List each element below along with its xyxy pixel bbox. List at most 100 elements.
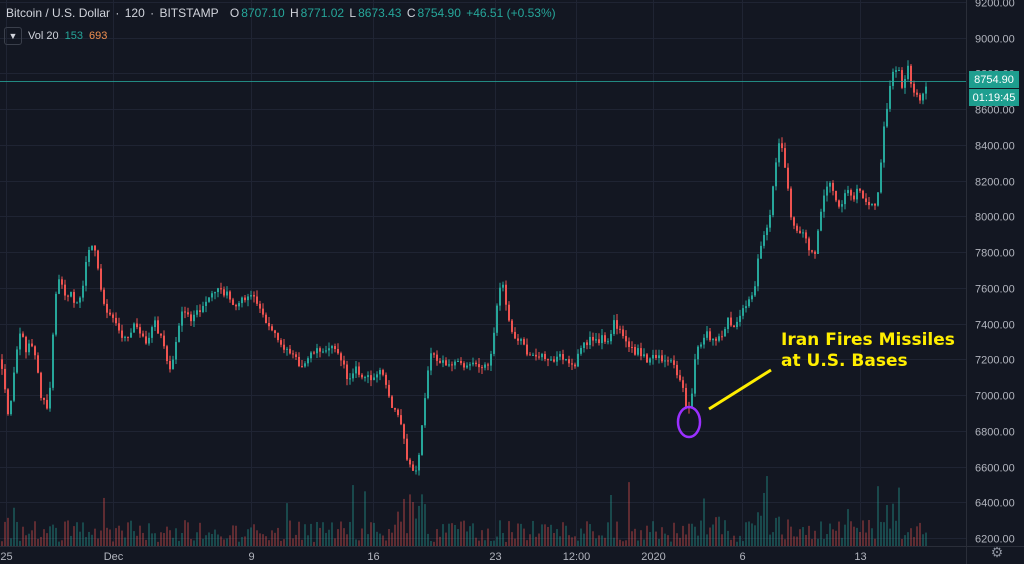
candle-body	[448, 364, 450, 366]
candle-body	[199, 310, 201, 313]
volume-bar	[556, 529, 558, 546]
candle-body	[541, 353, 543, 358]
volume-bar	[13, 507, 15, 546]
candle-body	[835, 190, 837, 201]
candle-body	[82, 285, 84, 298]
volume-bar	[565, 525, 567, 546]
candle-body	[892, 71, 894, 86]
candle-body	[28, 343, 30, 353]
candle-body	[484, 364, 486, 368]
candle-body	[259, 303, 261, 309]
candle-body	[301, 366, 303, 368]
volume-bar	[73, 526, 75, 546]
volume-bar	[7, 517, 9, 546]
x-tick-label: 9	[248, 551, 254, 563]
event-marker-circle	[676, 405, 702, 439]
candle-body	[703, 337, 705, 345]
volume-bar	[64, 521, 66, 546]
volume-bar	[295, 534, 297, 546]
volume-bar	[490, 540, 492, 546]
candle-body	[178, 325, 180, 342]
candle-body	[100, 268, 102, 290]
candle-body	[529, 354, 531, 356]
volume-bar	[292, 538, 294, 546]
candle-body	[592, 336, 594, 341]
volume-bar	[79, 531, 81, 546]
candle-body	[691, 393, 693, 409]
candle-body	[223, 289, 225, 296]
candle-body	[697, 346, 699, 360]
candle-body	[364, 377, 366, 379]
volume-bar	[148, 523, 150, 546]
volume-bar	[496, 536, 498, 546]
chevron-down-icon[interactable]: ▼	[4, 27, 22, 45]
x-tick-label: 2020	[641, 551, 665, 563]
volume-bar	[820, 521, 822, 546]
symbol-name[interactable]: Bitcoin / U.S. Dollar	[6, 6, 111, 20]
candle-body	[190, 314, 192, 322]
candle-body	[805, 232, 807, 239]
high-value: 8771.02	[300, 6, 345, 20]
volume-bar	[304, 524, 306, 546]
candle-body	[205, 301, 207, 306]
volume-bar	[250, 527, 252, 546]
candle-body	[916, 92, 918, 95]
candle-body	[787, 167, 789, 189]
volume-bar	[352, 485, 354, 546]
gear-icon[interactable]: ⚙	[990, 544, 1004, 560]
volume-bar	[601, 535, 603, 546]
candle-body	[517, 338, 519, 341]
candle-body	[175, 341, 177, 360]
volume-bar	[922, 534, 924, 546]
candle-body	[847, 190, 849, 194]
candle-body	[88, 249, 90, 262]
volume-bar	[484, 540, 486, 546]
volume-bar	[373, 522, 375, 546]
volume-bar	[358, 540, 360, 546]
candle-body	[853, 195, 855, 200]
candle-body	[571, 363, 573, 365]
volume-bar	[118, 525, 120, 546]
x-tick-label: 6	[739, 551, 745, 563]
candle-body	[10, 400, 12, 415]
volume-bar	[811, 539, 813, 546]
candle-body	[136, 323, 138, 328]
volume-bar	[868, 520, 870, 546]
low-value: 8673.43	[358, 6, 402, 20]
volume-bar	[664, 533, 666, 546]
candle-body	[31, 343, 33, 347]
candle-body	[769, 215, 771, 228]
candle-body	[802, 232, 804, 234]
candle-body	[625, 336, 627, 342]
volume-bar	[127, 522, 129, 546]
volume-label[interactable]: Vol 20	[28, 30, 59, 42]
candle-body	[412, 464, 414, 471]
volume-bar	[49, 526, 51, 546]
candle-body	[172, 359, 174, 370]
candle-body	[565, 359, 567, 361]
volume-bar	[106, 527, 108, 546]
open-value: 8707.10	[241, 6, 285, 20]
candle-body	[751, 295, 753, 300]
candle-body	[316, 348, 318, 354]
volume-bar	[247, 529, 249, 546]
volume-bar	[391, 532, 393, 546]
interval-label[interactable]: 120	[124, 6, 145, 20]
volume-bar	[112, 541, 114, 546]
x-tick-label: 25	[0, 551, 12, 563]
volume-bar	[739, 535, 741, 546]
candle-body	[595, 339, 597, 341]
volume-bar	[439, 536, 441, 546]
volume-bar	[523, 528, 525, 546]
volume-bar	[433, 541, 435, 546]
candle-body	[415, 470, 417, 472]
candle-body	[712, 338, 714, 341]
volume-bar	[760, 515, 762, 546]
candle-body	[865, 198, 867, 202]
candle-body	[820, 211, 822, 231]
candle-body	[583, 342, 585, 348]
volume-bar	[679, 537, 681, 546]
volume-bar	[643, 539, 645, 546]
volume-bar	[742, 541, 744, 546]
